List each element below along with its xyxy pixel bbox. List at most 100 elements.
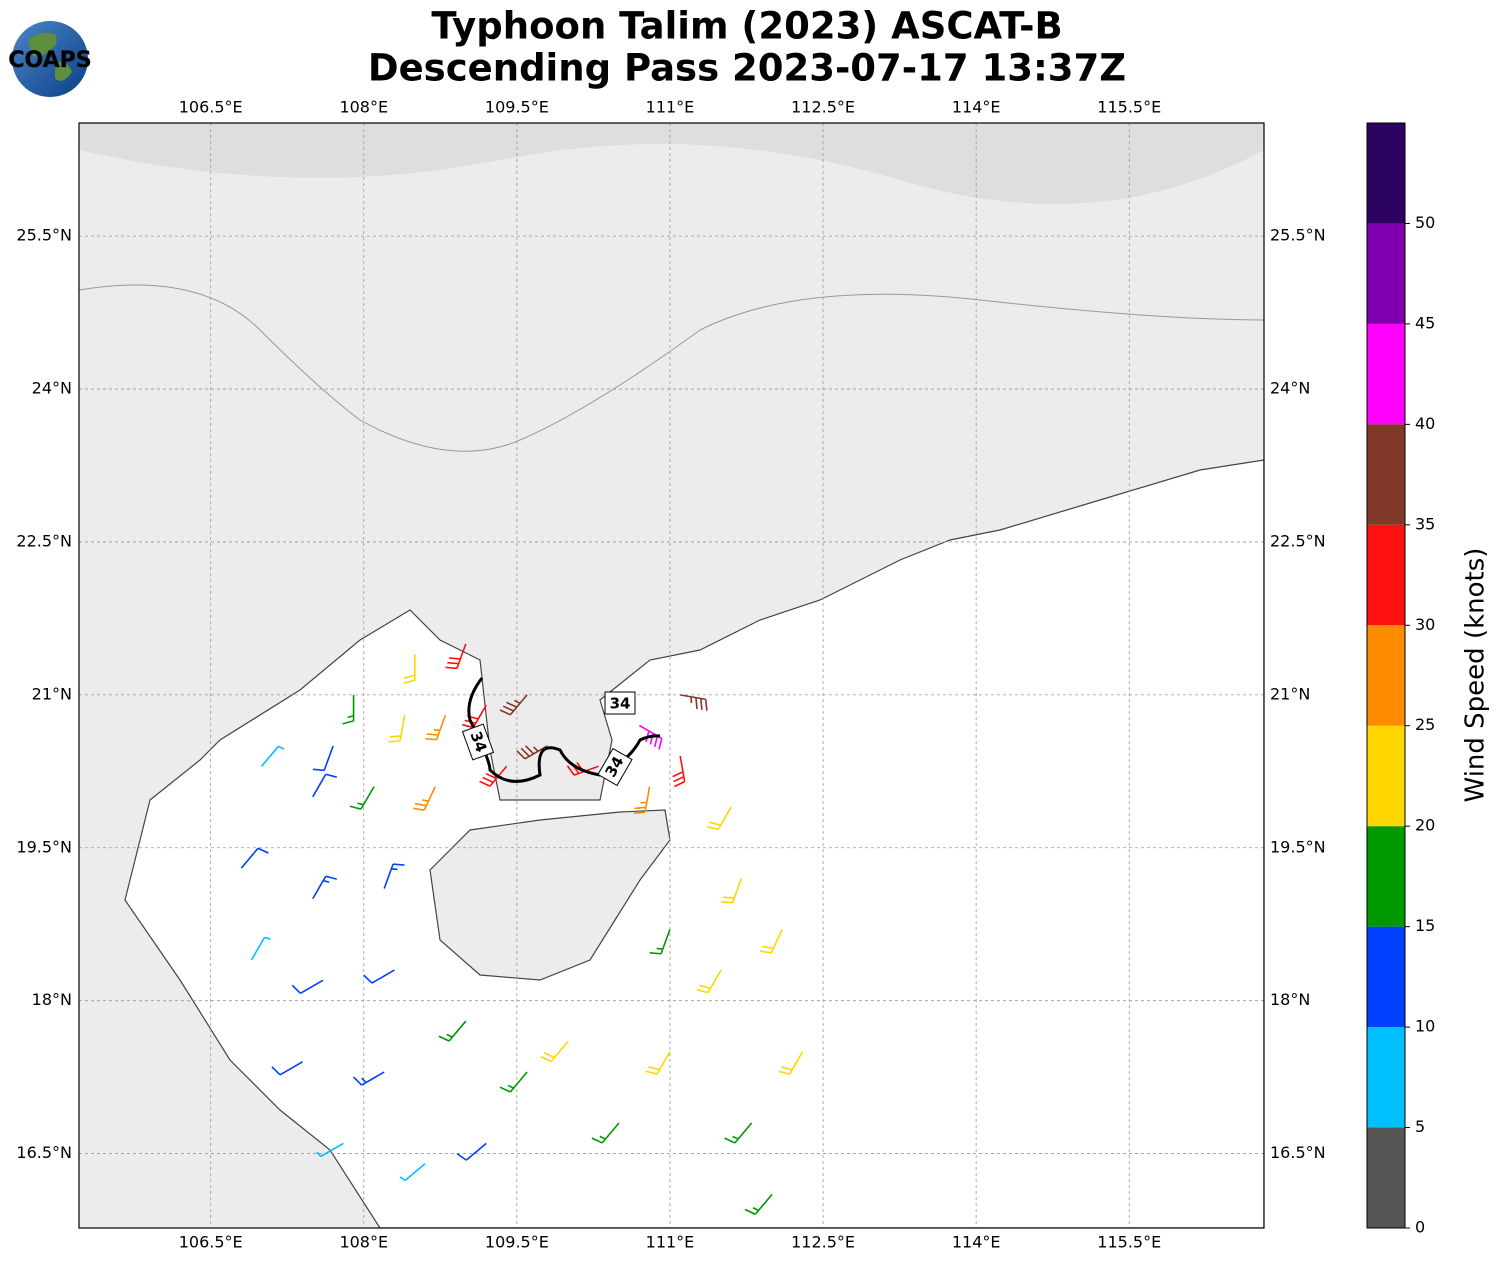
wind-barb [412, 786, 436, 811]
wind-barb [261, 745, 285, 767]
y-tick-label: 16.5°N [16, 1143, 72, 1162]
x-tick-label: 106.5°E [179, 98, 243, 117]
colorbar-bin [1367, 223, 1405, 324]
x-tick-label: 112.5°E [791, 98, 855, 117]
wind-barb [499, 694, 528, 716]
x-tick-label: 108°E [339, 98, 388, 117]
colorbar-tick-label: 50 [1415, 213, 1435, 232]
wind-barb [312, 875, 337, 900]
wind-barb [349, 786, 375, 810]
wind-barb [706, 806, 732, 831]
wind-barbs [240, 643, 804, 1216]
wind-barb [696, 969, 722, 994]
wind-barb [403, 654, 416, 684]
province-border [79, 284, 1264, 452]
wind-barb [312, 773, 337, 798]
wind-barb [315, 1142, 344, 1158]
wind-barb [250, 936, 271, 961]
contour-label: 34 [610, 695, 631, 713]
x-tick-label: 115.5°E [1097, 98, 1161, 117]
wind-barb [462, 704, 487, 729]
colorbar-bin [1367, 1127, 1405, 1228]
colorbar-tick-label: 0 [1415, 1218, 1425, 1237]
wind-barb [724, 1122, 753, 1144]
colorbar-bin [1367, 424, 1405, 525]
wind-barb [388, 715, 406, 743]
hainan-island [429, 809, 671, 981]
colorbar-tick-label: 20 [1415, 816, 1435, 835]
y-tick-label: 19.5°N [1270, 837, 1326, 856]
y-tick-label: 25.5°N [1270, 226, 1326, 245]
wind-barb [363, 969, 395, 984]
terrain-shade [79, 123, 1264, 204]
wind-barb [425, 714, 447, 741]
wind-barb [591, 1122, 620, 1144]
wind-barb [240, 847, 269, 869]
wind-barb [778, 1051, 804, 1075]
colorbar-bin [1367, 625, 1405, 726]
map: 34 34 34 [79, 123, 1264, 1228]
wind-barb [744, 1193, 773, 1216]
colorbar-tick-label: 35 [1415, 514, 1435, 533]
wind-barb [271, 1061, 303, 1076]
wind-barb [649, 929, 671, 955]
y-tick-label: 25.5°N [16, 226, 72, 245]
x-tick-label: 108°E [339, 1233, 388, 1252]
x-tick-label: 112.5°E [791, 1233, 855, 1252]
colorbar: 0 5 10 15 20 25 30 35 40 45 50 [1366, 122, 1435, 1237]
wind-barb [353, 1071, 385, 1086]
wind-barb [672, 755, 686, 788]
colorbar-bin [1367, 1027, 1405, 1128]
wind-barb [445, 643, 467, 670]
colorbar-bin [1367, 725, 1405, 827]
x-tick-label: 114°E [952, 98, 1001, 117]
y-tick-label: 16.5°N [1270, 1143, 1326, 1162]
colorbar-bin [1367, 826, 1405, 927]
wind-barb [383, 863, 405, 889]
wind-barb [399, 1163, 426, 1182]
wind-barb [291, 979, 324, 994]
wind-barb [645, 1051, 671, 1075]
wind-barb [438, 1020, 467, 1042]
wind-barb [516, 745, 548, 760]
x-tick-label: 109.5°E [485, 98, 549, 117]
y-tick-label: 24°N [32, 379, 72, 398]
x-tick-label: 114°E [952, 1233, 1001, 1252]
y-tick-label: 24°N [1270, 379, 1310, 398]
wind-barb [499, 1071, 528, 1093]
wind-barb [540, 1040, 569, 1063]
y-tick-label: 19.5°N [16, 837, 72, 856]
y-tick-label: 22.5°N [16, 531, 72, 550]
contour-label-box [597, 747, 633, 787]
x-tick-label: 109.5°E [485, 1233, 549, 1252]
colorbar-tick-label: 45 [1415, 313, 1435, 332]
logo-text: COAPS [8, 48, 91, 73]
colorbar-bin [1367, 323, 1405, 425]
wind-barb [721, 878, 743, 904]
colorbar-bin [1367, 123, 1405, 224]
colorbar-tick-label: 5 [1415, 1117, 1425, 1136]
wind-barb [342, 694, 355, 725]
sea [124, 459, 1264, 1228]
colorbar-tick-label: 10 [1415, 1017, 1435, 1036]
y-tick-label: 21°N [32, 684, 72, 703]
wind-barb [633, 786, 651, 815]
colorbar-tick-label: 15 [1415, 916, 1435, 935]
y-tick-label: 18°N [1270, 990, 1310, 1009]
y-tick-label: 21°N [1270, 684, 1310, 703]
chart-title: Typhoon Talim (2023) ASCAT-B [431, 5, 1062, 48]
contour-labels: 34 34 34 [461, 691, 636, 787]
chart-subtitle: Descending Pass 2023-07-17 13:37Z [368, 47, 1126, 90]
wind-barb [680, 694, 708, 711]
y-tick-label: 22.5°N [1270, 531, 1326, 550]
wind-barb [456, 1142, 487, 1161]
contour-label-box [461, 723, 495, 761]
x-tick-label: 106.5°E [179, 1233, 243, 1252]
wind-barb [759, 928, 783, 954]
map-frame [78, 122, 1265, 1229]
colorbar-bin [1367, 524, 1405, 626]
grid [79, 123, 1264, 1228]
x-tick-label: 111°E [646, 98, 695, 117]
colorbar-tick-label: 40 [1415, 414, 1435, 433]
